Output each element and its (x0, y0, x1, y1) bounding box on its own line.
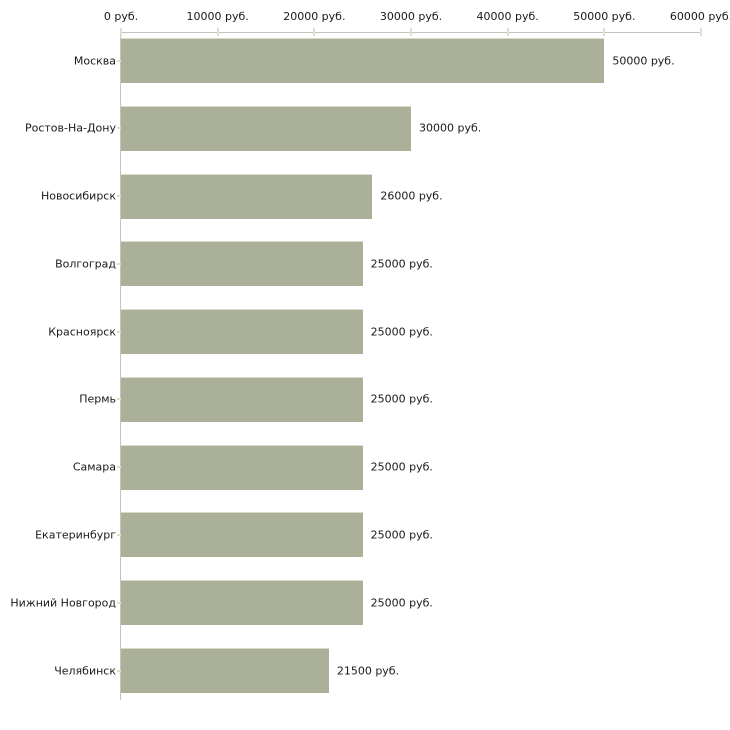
category-label: Красноярск (48, 325, 116, 339)
category-label: Москва (73, 54, 116, 67)
plot-area: 0 руб. 10000 руб. 20000 руб. 30000 руб. 4000… (10, 11, 730, 700)
x-axis-tick (120, 28, 122, 36)
value-label: 25000 руб. (370, 460, 433, 474)
x-axis-tick (700, 28, 702, 36)
category-label: Нижний Новгород (10, 596, 116, 610)
category-label: Ростов-На-Дону (24, 121, 116, 135)
bar (121, 38, 605, 83)
bar-row: Пермь 25000 руб. (79, 376, 701, 422)
x-axis-tick-label: 40000 руб. (476, 10, 539, 23)
bar (121, 309, 363, 355)
bar (121, 241, 363, 287)
value-label: 25000 руб. (370, 325, 433, 339)
category-label: Екатеринбург (35, 528, 116, 542)
bar-row: Челябинск 21500 руб. (54, 648, 701, 694)
category-label: Волгоград (55, 257, 116, 271)
x-axis-tick-label: 10000 руб. (186, 10, 249, 23)
bar (121, 648, 329, 694)
value-label: 25000 руб. (370, 257, 433, 271)
value-label: 30000 руб. (419, 121, 482, 135)
category-tick (117, 398, 121, 401)
bar (121, 512, 363, 558)
category-label: Челябинск (54, 664, 116, 678)
bar-row: Нижний Новгород 25000 руб. (10, 580, 701, 626)
bar-row: Красноярск 25000 руб. (48, 309, 701, 355)
category-label: Самара (72, 460, 116, 474)
bar (121, 105, 411, 151)
category-label: Пермь (79, 392, 116, 406)
category-tick (117, 669, 121, 672)
category-tick (117, 601, 121, 604)
bar-row: Самара 25000 руб. (73, 444, 701, 490)
bar (121, 444, 363, 490)
x-axis-tick-label: 20000 руб. (283, 10, 346, 23)
value-label: 21500 руб. (336, 664, 400, 678)
category-tick (117, 533, 121, 536)
x-axis-tick (506, 28, 509, 36)
bar (121, 173, 373, 219)
bar-row: Екатеринбург 25000 руб. (35, 512, 701, 558)
bar-row: Москва 50000 руб. (74, 38, 701, 83)
bar-row: Новосибирск 26000 руб. (41, 173, 701, 219)
bar-row: Волгоград 25000 руб. (55, 241, 701, 287)
value-label: 25000 руб. (370, 528, 433, 542)
x-axis-tick-label: 0 руб. (103, 10, 139, 23)
category-tick (117, 59, 121, 62)
value-label: 25000 руб. (370, 392, 433, 406)
category-tick (117, 466, 121, 469)
value-label: 25000 руб. (370, 596, 433, 610)
x-axis-tick-label: 50000 руб. (573, 10, 636, 23)
x-axis-tick (216, 28, 219, 36)
x-axis-tick-label: 30000 руб. (379, 10, 443, 23)
category-tick (117, 262, 121, 265)
category-tick (117, 330, 121, 333)
x-axis-tick-label: 60000 руб. (669, 10, 730, 23)
bar (121, 376, 363, 422)
category-tick (117, 127, 121, 130)
bar (121, 580, 363, 626)
bar-row: Ростов-На-Дону 30000 руб. (25, 105, 701, 151)
value-label: 26000 руб. (380, 189, 443, 203)
category-tick (117, 195, 121, 198)
x-axis-tick (410, 28, 412, 36)
x-axis-tick (603, 28, 606, 36)
x-axis-tick (313, 28, 316, 36)
value-label: 50000 руб. (612, 54, 675, 67)
category-label: Новосибирск (40, 189, 116, 203)
